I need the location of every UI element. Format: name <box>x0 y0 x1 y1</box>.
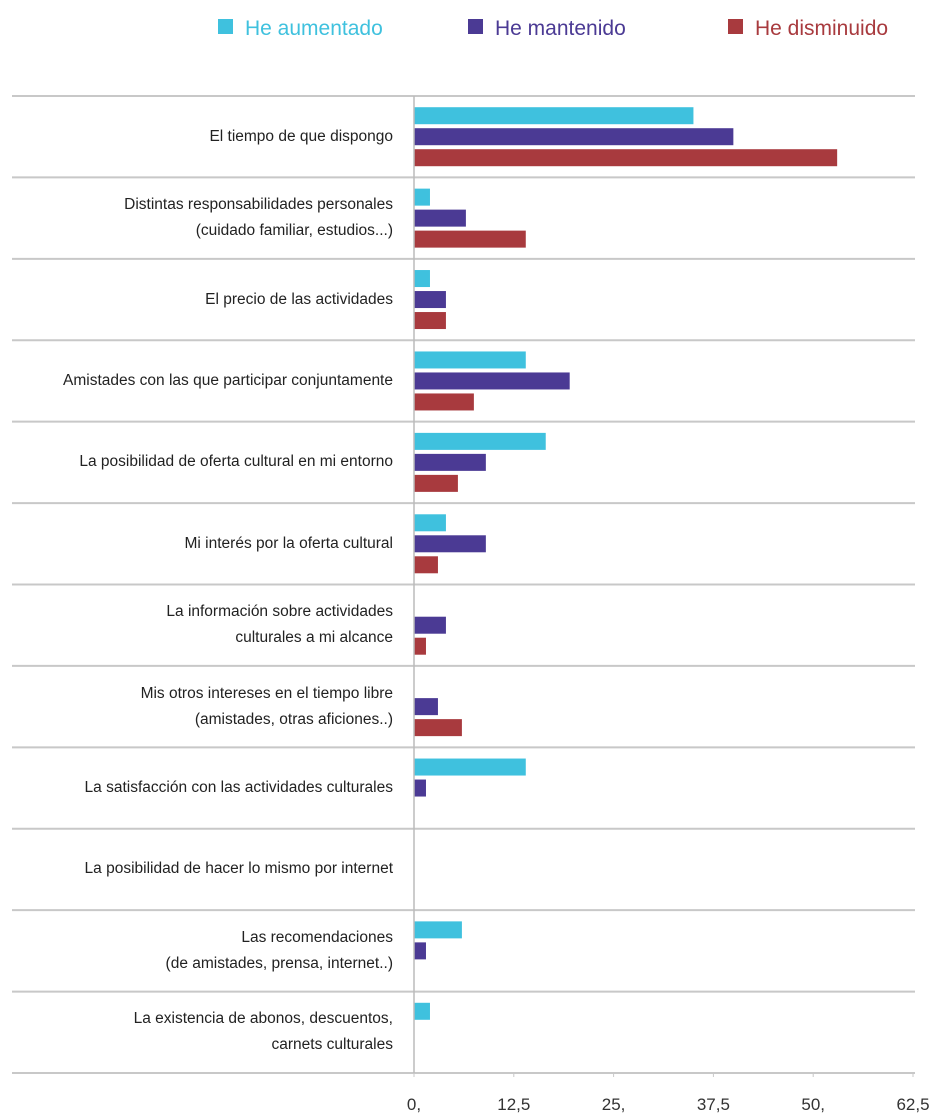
bar <box>414 107 694 125</box>
bar <box>414 637 426 655</box>
bar <box>414 432 546 450</box>
bar <box>414 535 486 553</box>
category-label: La información sobre actividades cultura… <box>166 603 393 647</box>
bar <box>414 188 430 206</box>
category-label: La satisfacción con las actividades cult… <box>84 779 393 797</box>
bar <box>414 149 838 167</box>
bar <box>414 698 438 716</box>
category-label: Las recomendaciones (de amistades, prens… <box>165 928 393 972</box>
x-tick-label: 0, <box>407 1095 421 1114</box>
bar <box>414 514 446 532</box>
bar <box>414 209 466 227</box>
legend-label: He aumentado <box>245 17 383 40</box>
category-label: Mi interés por la oferta cultural <box>184 534 393 552</box>
bar <box>414 291 446 309</box>
legend-swatch <box>218 19 233 34</box>
category-label: Mis otros intereses en el tiempo libre (… <box>140 684 393 728</box>
category-label: La posibilidad de hacer lo mismo por int… <box>84 860 393 878</box>
category-label: Distintas responsabilidades personales (… <box>124 196 393 240</box>
category-label: El precio de las actividades <box>205 290 393 308</box>
x-tick-label: 12,5 <box>497 1095 530 1114</box>
bar <box>414 393 474 411</box>
bar <box>414 921 462 939</box>
legend-swatch <box>468 19 483 34</box>
bar <box>414 474 458 492</box>
x-tick-label: 37,5 <box>697 1095 730 1114</box>
bar <box>414 779 426 797</box>
bar <box>414 719 462 737</box>
bar <box>414 1002 430 1020</box>
category-label: La existencia de abonos, descuentos, car… <box>133 1010 393 1054</box>
bar <box>414 312 446 330</box>
category-label: La posibilidad de oferta cultural en mi … <box>79 453 393 471</box>
legend-label: He mantenido <box>495 17 626 40</box>
category-label: Amistades con las que participar conjunt… <box>63 371 393 389</box>
bar <box>414 230 526 248</box>
bar <box>414 758 526 776</box>
x-tick-label: 62,5 <box>896 1095 929 1114</box>
legend-swatch <box>728 19 743 34</box>
x-tick-label: 50, <box>801 1095 825 1114</box>
bar <box>414 453 486 471</box>
legend-label: He disminuido <box>755 17 888 40</box>
category-label: El tiempo de que dispongo <box>209 127 393 145</box>
bar <box>414 942 426 960</box>
bar <box>414 351 526 369</box>
x-tick-label: 25, <box>602 1095 626 1114</box>
bar <box>414 128 734 146</box>
bar <box>414 270 430 288</box>
bar <box>414 372 570 390</box>
bar <box>414 616 446 634</box>
bar <box>414 556 438 574</box>
